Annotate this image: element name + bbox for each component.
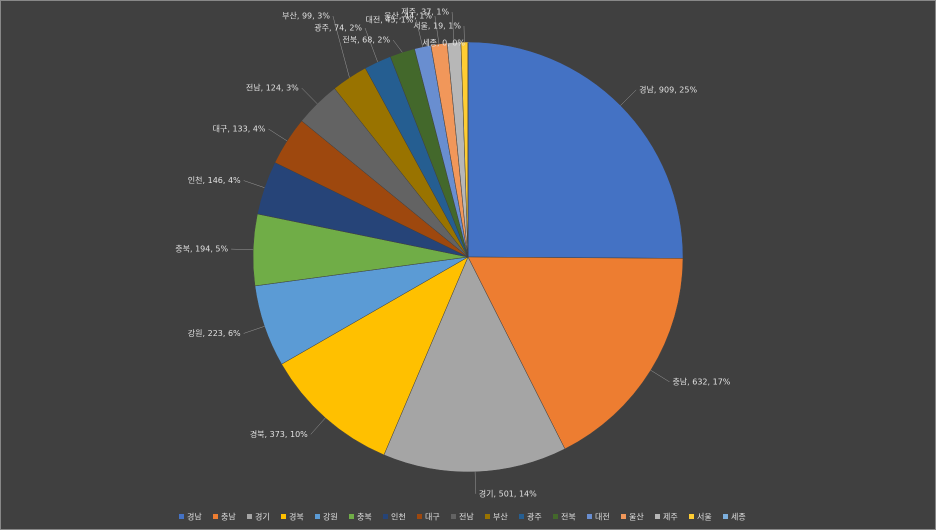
leader-line (416, 19, 423, 47)
legend-label: 경북 (289, 512, 304, 522)
leader-line (434, 15, 440, 45)
legend-label: 전북 (561, 512, 576, 522)
data-label: 충남, 632, 17% (672, 377, 730, 386)
data-label: 인천, 146, 4% (188, 175, 241, 185)
legend-swatch (451, 514, 456, 519)
legend-swatch (655, 514, 660, 519)
legend-label: 제주 (663, 513, 678, 522)
legend-swatch (247, 514, 252, 519)
leader-line (364, 27, 378, 63)
data-label: 광주, 74, 2% (314, 23, 362, 33)
leader-line (332, 15, 350, 78)
data-label: 부산, 99, 3% (282, 11, 330, 21)
data-label: 대전, 45, 1% (366, 15, 414, 25)
legend-label: 대구 (425, 513, 440, 522)
data-label: 충북, 194, 5% (175, 245, 228, 254)
data-label: 전남, 124, 3% (246, 83, 299, 93)
data-label: 서울, 19, 1% (413, 22, 461, 31)
data-label: 강원, 223, 6% (188, 328, 241, 338)
data-label: 제주, 37, 1% (401, 8, 449, 17)
legend-label: 강원 (323, 512, 338, 522)
legend-swatch (485, 514, 490, 519)
legend-swatch (179, 514, 184, 519)
data-label: 경북, 373, 10% (250, 429, 308, 439)
legend-swatch (689, 514, 694, 519)
legend-label: 인천 (391, 512, 406, 522)
legend-swatch (553, 514, 558, 519)
leader-line (243, 326, 265, 334)
data-label: 세종, 0, 0% (422, 39, 465, 48)
legend-label: 충북 (357, 513, 372, 522)
pie-slice (467, 41, 684, 259)
legend-swatch (587, 514, 592, 519)
leader-line (474, 471, 477, 494)
legend-label: 충남 (221, 513, 236, 522)
legend-swatch (213, 514, 218, 519)
data-label: 울산, 44, 1% (384, 11, 432, 21)
legend-label: 세종 (731, 513, 746, 522)
leader-line (650, 370, 670, 383)
legend-label: 서울 (697, 513, 712, 522)
legend-swatch (723, 514, 728, 519)
legend-swatch (281, 514, 286, 519)
legend-swatch (383, 514, 388, 519)
legend-swatch (349, 514, 354, 519)
legend-label: 울산 (629, 512, 644, 522)
legend-label: 전남 (459, 512, 474, 522)
legend-swatch (621, 514, 626, 519)
leader-line (310, 417, 326, 435)
legend-label: 경기 (255, 512, 270, 522)
data-label: 경기, 501, 14% (479, 488, 537, 498)
data-label: 대구, 133, 4% (213, 125, 266, 134)
data-label: 전북, 68, 2% (342, 35, 390, 45)
legend-swatch (519, 514, 524, 519)
legend-label: 경남 (187, 512, 202, 522)
leader-line (268, 128, 288, 142)
leader-line (392, 39, 403, 53)
legend-label: 광주 (527, 512, 542, 522)
legend-label: 부산 (493, 512, 508, 522)
data-label: 경남, 909, 25% (639, 84, 697, 94)
leader-line (243, 180, 265, 188)
legend-swatch (315, 514, 320, 519)
leader-line (451, 11, 455, 43)
legend-label: 대전 (595, 512, 610, 522)
leader-line (301, 87, 318, 104)
leader-line (620, 89, 637, 106)
legend-swatch (417, 514, 422, 519)
leader-line (231, 248, 254, 251)
